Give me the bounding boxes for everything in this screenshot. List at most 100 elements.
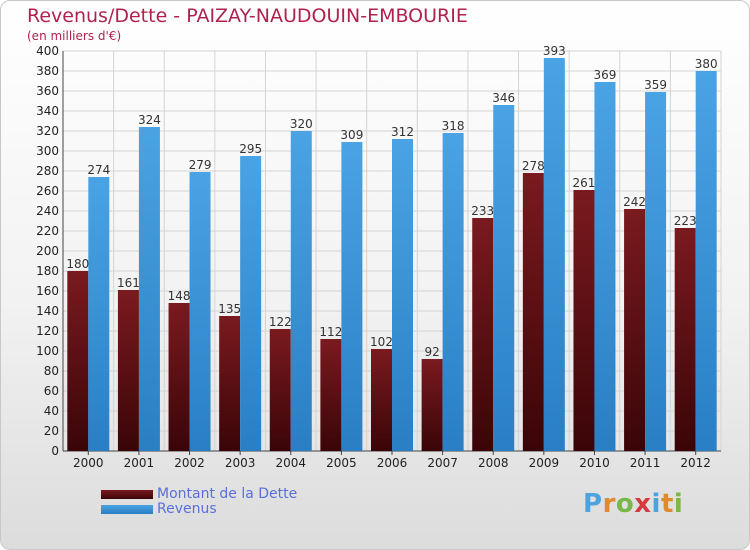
y-tick-label: 40 [44,404,59,418]
y-tick-label: 400 [36,44,59,58]
bar-dette [522,173,544,451]
bar-revenus [341,142,363,451]
bar-revenus [88,177,110,451]
chart-subtitle: (en milliers d'€) [27,29,122,43]
data-label-revenus: 279 [189,158,212,172]
data-label-dette: 233 [471,204,494,218]
logo-letter: t [660,489,674,519]
y-tick-label: 260 [36,184,59,198]
data-label-revenus: 309 [340,128,363,142]
bar-dette [472,218,494,451]
y-tick-label: 300 [36,144,59,158]
y-tick-label: 200 [36,244,59,258]
logo-letter: o [615,489,635,519]
y-tick-label: 160 [36,284,59,298]
logo-letter: i [651,489,661,519]
y-tick-label: 140 [36,304,59,318]
data-label-dette: 92 [424,345,439,359]
bar-dette [117,290,139,451]
x-tick-label: 2012 [680,456,711,470]
data-label-revenus: 274 [87,163,110,177]
data-label-dette: 278 [522,159,545,173]
y-tick-label: 240 [36,204,59,218]
data-label-revenus: 346 [492,91,515,105]
y-tick-label: 60 [44,384,59,398]
x-tick-label: 2002 [174,456,205,470]
data-label-dette: 261 [573,176,596,190]
legend-swatch-revenus [101,505,153,514]
y-tick-label: 380 [36,64,59,78]
data-label-revenus: 295 [239,142,262,156]
legend-swatch-dette [101,490,153,499]
data-label-revenus: 324 [138,113,161,127]
legend-label-revenus: Revenus [157,501,217,517]
x-tick-label: 2000 [73,456,104,470]
bar-dette [624,209,646,451]
logo-letter: i [673,489,684,519]
data-label-revenus: 320 [290,117,313,131]
data-label-revenus: 369 [594,68,617,82]
bar-revenus [392,139,413,451]
bar-revenus [240,156,262,451]
bar-dette [371,349,392,451]
bar-revenus [290,131,312,451]
x-tick-label: 2007 [427,456,458,470]
bar-dette [573,190,595,451]
x-tick-label: 2008 [478,456,509,470]
x-tick-label: 2009 [529,456,560,470]
bar-revenus [138,127,160,451]
y-tick-label: 280 [36,164,59,178]
bar-dette [168,303,190,451]
bar-revenus [442,133,464,451]
x-tick-label: 2010 [579,456,610,470]
logo-letter: x [634,489,652,519]
x-tick-label: 2001 [124,456,155,470]
bar-dette [67,271,89,451]
y-tick-label: 80 [44,364,59,378]
bar-revenus [189,172,211,451]
y-tick-label: 340 [36,104,59,118]
logo-letter: r [602,489,616,519]
data-label-revenus: 380 [695,57,718,71]
y-tick-label: 0 [51,444,59,458]
x-tick-label: 2004 [275,456,306,470]
y-tick-label: 320 [36,124,59,138]
proxiti-logo: Proxiti [583,489,683,519]
y-tick-label: 360 [36,84,59,98]
y-tick-label: 180 [36,264,59,278]
y-tick-label: 120 [36,324,59,338]
data-label-dette: 223 [674,214,697,228]
bar-dette [320,339,342,451]
data-label-dette: 135 [218,302,241,316]
legend-label-dette: Montant de la Dette [157,486,298,502]
data-label-revenus: 393 [543,44,566,58]
bar-dette [219,316,241,451]
x-tick-label: 2006 [377,456,408,470]
bar-revenus [594,82,616,451]
data-label-dette: 180 [66,257,89,271]
bar-revenus [493,105,515,451]
bar-dette [674,228,696,451]
bar-dette [269,329,291,451]
x-tick-label: 2011 [630,456,661,470]
bar-revenus [695,71,717,451]
data-label-dette: 161 [117,276,140,290]
data-label-revenus: 312 [391,125,414,139]
x-tick-label: 2005 [326,456,357,470]
logo-letter: P [583,489,603,519]
data-label-revenus: 359 [644,78,667,92]
data-label-dette: 148 [168,289,191,303]
y-tick-label: 20 [44,424,59,438]
data-label-dette: 242 [623,195,646,209]
bar-revenus [543,58,565,451]
chart-title: Revenus/Dette - PAIZAY-NAUDOUIN-EMBOURIE [27,5,468,27]
data-label-dette: 122 [269,315,292,329]
bar-dette [421,359,443,451]
data-label-dette: 112 [319,325,342,339]
bar-revenus [645,92,667,451]
y-tick-label: 220 [36,224,59,238]
data-label-dette: 102 [370,335,393,349]
x-tick-label: 2003 [225,456,256,470]
